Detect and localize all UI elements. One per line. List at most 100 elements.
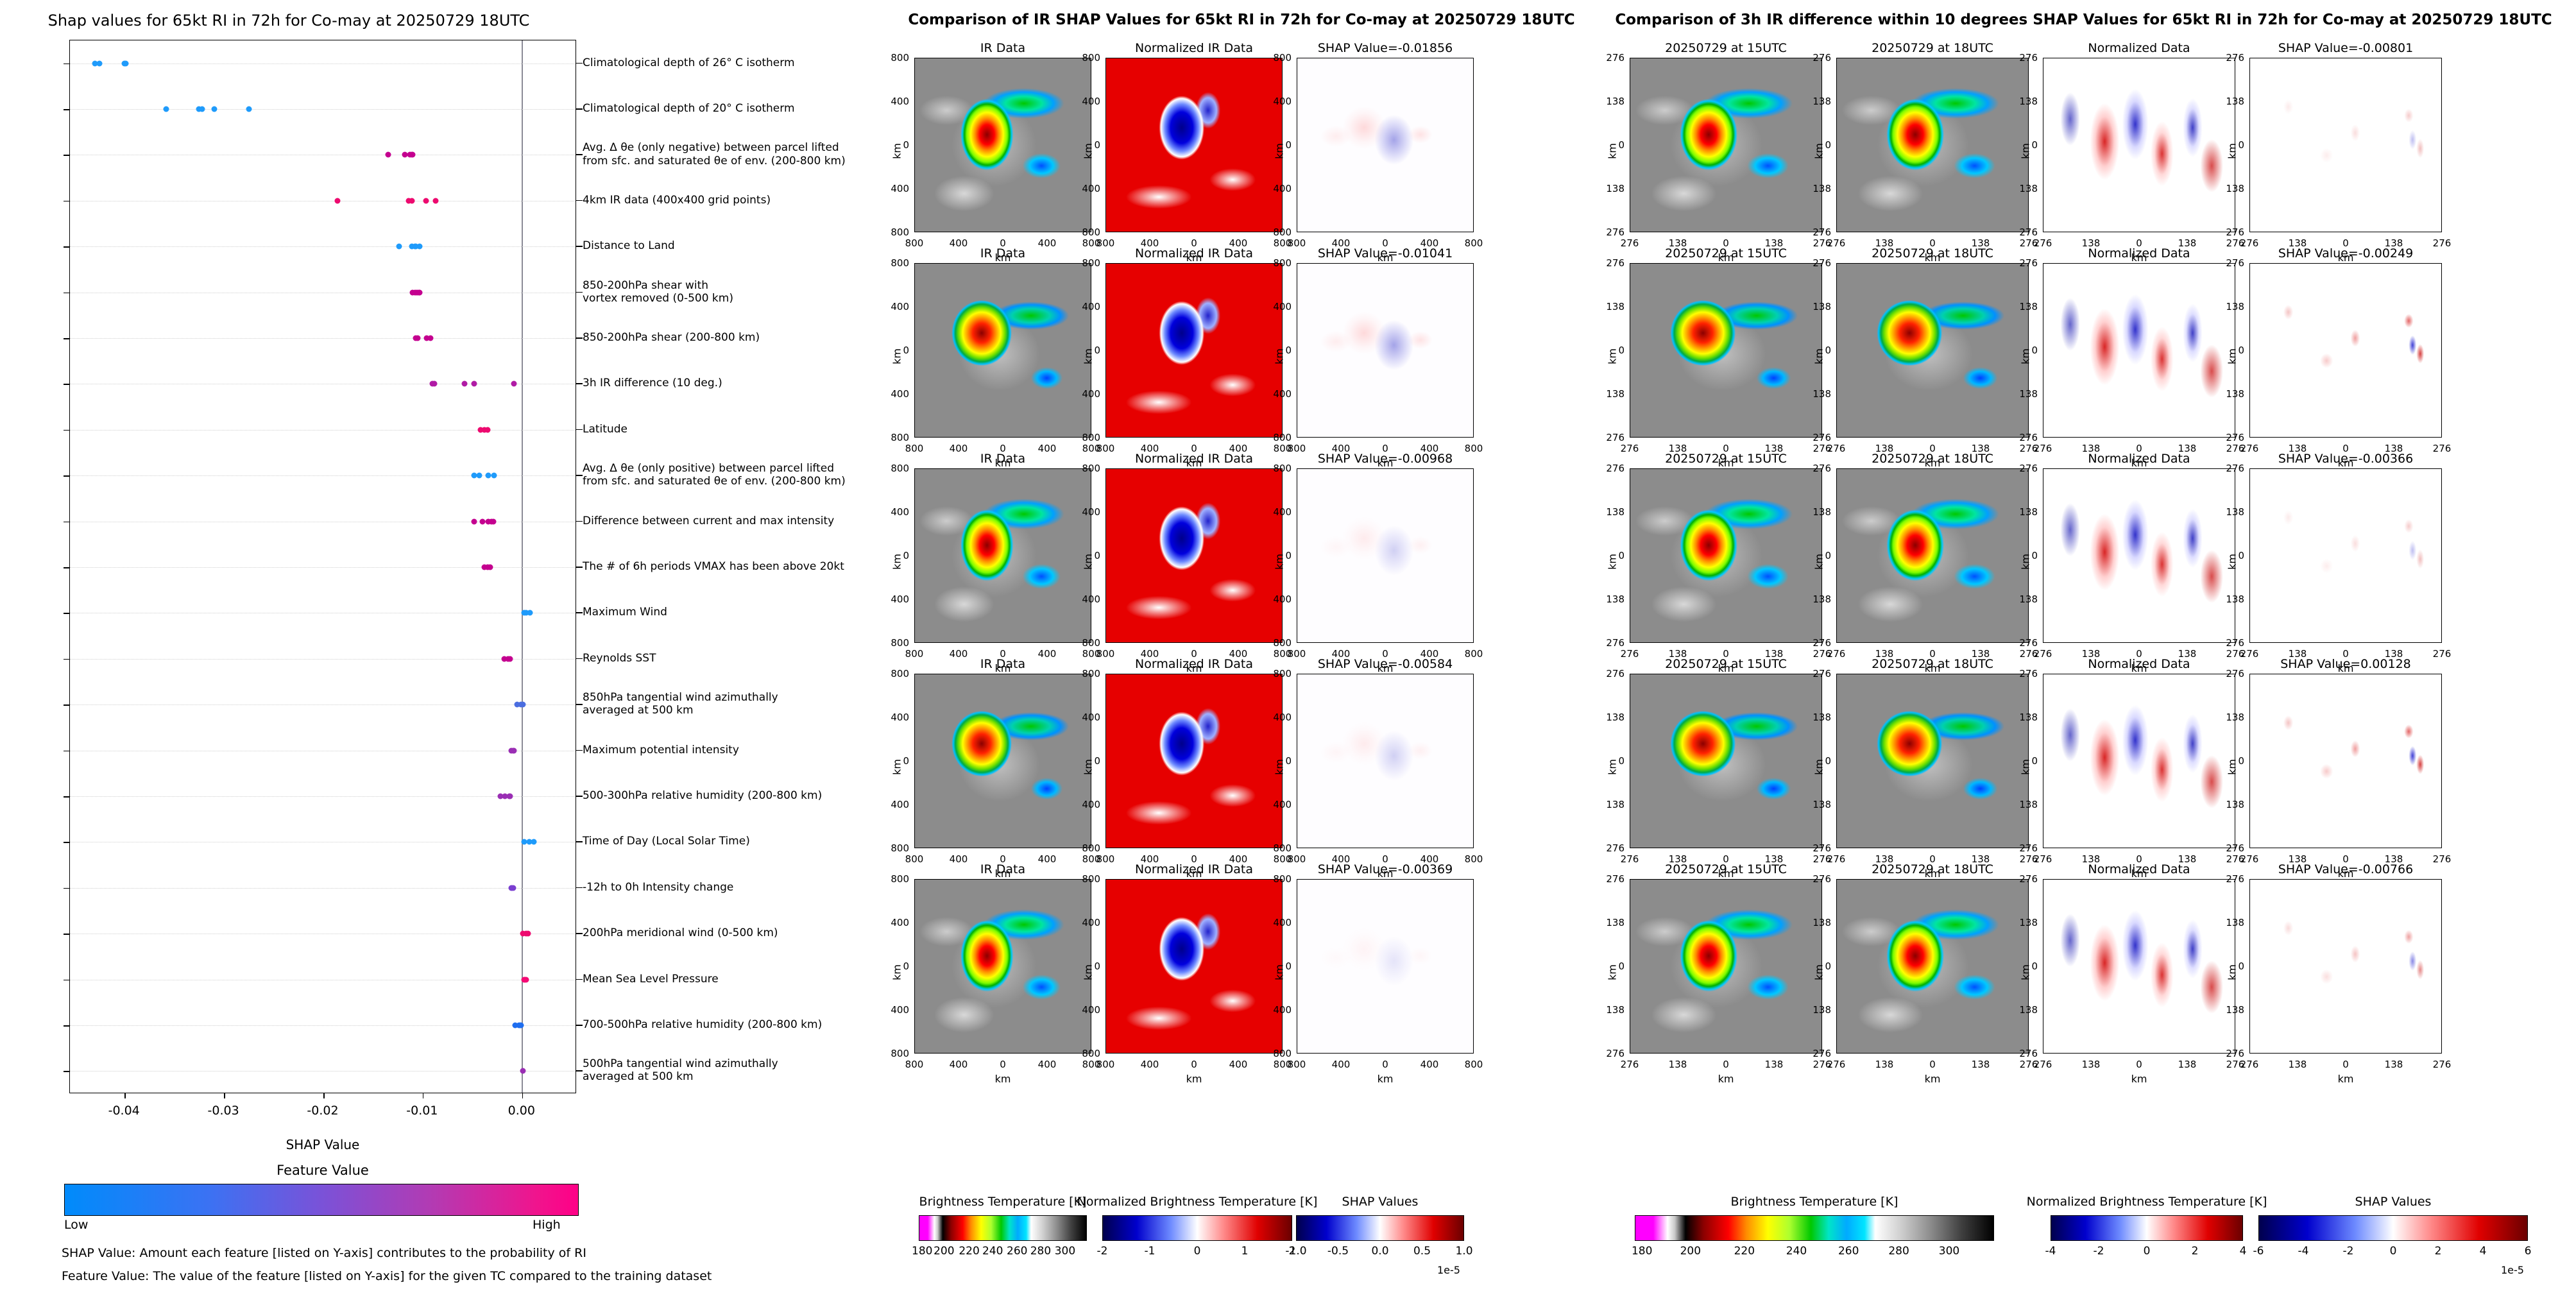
satellite-image-panel[interactable] — [1630, 263, 1822, 438]
y-axis-tick: 400 — [891, 301, 909, 312]
satellite-image-panel[interactable] — [1297, 58, 1474, 232]
colorbar — [1635, 1215, 1994, 1241]
satellite-image-panel[interactable] — [2043, 468, 2235, 643]
x-axis-tick: 800 — [1464, 648, 1483, 660]
y-axis-unit-label: km — [891, 348, 903, 364]
x-axis-tick: 0 — [2342, 443, 2349, 454]
y-axis-tick: 0 — [1285, 755, 1292, 767]
y-axis-tick: 800 — [1082, 873, 1100, 885]
y-axis-tick: 276 — [2019, 463, 2038, 474]
satellite-image-panel[interactable] — [2043, 263, 2235, 438]
satellite-image-panel[interactable] — [1630, 468, 1822, 643]
y-axis-tick: 138 — [1606, 593, 1625, 605]
x-axis-tick: 138 — [2081, 443, 2101, 454]
y-axis-tick: 400 — [1273, 301, 1292, 312]
shap-point — [471, 380, 477, 387]
shap-point — [525, 930, 531, 937]
y-axis-tick: 800 — [1273, 463, 1292, 474]
x-axis-tick: 400 — [1229, 1059, 1248, 1070]
satellite-image-panel[interactable] — [1630, 879, 1822, 1054]
y-axis-tick: 276 — [1606, 637, 1625, 649]
satellite-image-panel[interactable] — [1836, 263, 2029, 438]
satellite-image-panel[interactable] — [2249, 674, 2442, 848]
shap-point — [471, 472, 477, 479]
x-axis-tick: 400 — [949, 648, 968, 660]
satellite-image-panel[interactable] — [1105, 468, 1283, 643]
satellite-image-panel[interactable] — [1105, 674, 1283, 848]
shap-point — [246, 106, 252, 112]
feature-description: 850-200hPa shear with vortex removed (0-… — [583, 278, 733, 305]
satellite-image-panel[interactable] — [2249, 58, 2442, 232]
shap-point — [531, 839, 537, 845]
satellite-image-panel[interactable] — [2249, 263, 2442, 438]
shap-point — [520, 1068, 526, 1074]
shap-point — [476, 472, 482, 479]
y-axis-tick: 138 — [2019, 301, 2038, 312]
satellite-image-panel[interactable] — [914, 674, 1091, 848]
y-axis-tick: 400 — [891, 1004, 909, 1016]
x-axis-unit-label: km — [2337, 457, 2354, 469]
y-axis-tick: 138 — [2019, 506, 2038, 518]
satellite-image-panel[interactable] — [914, 263, 1091, 438]
satellite-image-panel[interactable] — [1836, 674, 2029, 848]
y-axis-tick: 138 — [1813, 593, 1831, 605]
satellite-image-panel[interactable] — [1297, 879, 1474, 1054]
y-axis-tick: 276 — [2226, 52, 2244, 64]
y-axis-tick: 800 — [1273, 257, 1292, 269]
satellite-image-panel[interactable] — [1105, 58, 1283, 232]
y-axis-unit-label: km — [891, 143, 903, 159]
x-axis-tick: 0 — [1723, 853, 1729, 865]
x-axis-tick: 800 — [905, 1059, 924, 1070]
y-axis-tick: 138 — [2019, 388, 2038, 400]
y-axis-tick: 400 — [1082, 1004, 1100, 1016]
x-axis-unit-label: km — [1186, 252, 1202, 264]
x-axis-tick: 400 — [1420, 1059, 1439, 1070]
satellite-image-panel[interactable] — [1836, 58, 2029, 232]
satellite-image-panel[interactable] — [1297, 674, 1474, 848]
shap-point — [510, 885, 516, 891]
y-axis-tick: 276 — [1813, 463, 1831, 474]
feature-value-colorbar — [64, 1184, 579, 1216]
satellite-image-panel[interactable] — [1630, 58, 1822, 232]
y-axis-tick: 800 — [1273, 637, 1292, 649]
y-axis-tick: 138 — [2019, 712, 2038, 723]
satellite-image-panel[interactable] — [1836, 879, 2029, 1054]
x-axis-tick: 138 — [2288, 1059, 2307, 1070]
y-axis-tick: 138 — [2226, 917, 2244, 928]
satellite-image-panel[interactable] — [2249, 879, 2442, 1054]
satellite-image-panel[interactable] — [2043, 58, 2235, 232]
x-axis-tick: 276 — [2226, 237, 2245, 249]
satellite-image-panel[interactable] — [1297, 468, 1474, 643]
gridline — [70, 1025, 576, 1026]
x-axis-tick: 138 — [2178, 1059, 2197, 1070]
colorbar-tick: -1.0 — [1285, 1245, 1307, 1258]
x-axis-tick: 276 — [2432, 648, 2452, 660]
colorbar-tick: -4 — [2298, 1245, 2309, 1258]
x-axis-tick: 138 — [1875, 443, 1894, 454]
feature-description: Climatological depth of 20° C isotherm — [583, 102, 795, 115]
colorbar-title: Brightness Temperature [K] — [1730, 1195, 1898, 1209]
gridline — [70, 109, 576, 110]
x-axis-tick: 276 — [2226, 1059, 2245, 1070]
y-axis-tick: 138 — [1813, 712, 1831, 723]
description-tick-mark — [576, 978, 583, 980]
y-tick-mark — [64, 155, 70, 157]
image-title: SHAP Value=-0.00249 — [2278, 246, 2414, 260]
satellite-image-panel[interactable] — [1105, 879, 1283, 1054]
satellite-image-panel[interactable] — [914, 879, 1091, 1054]
satellite-image-panel[interactable] — [914, 468, 1091, 643]
satellite-image-panel[interactable] — [2249, 468, 2442, 643]
y-axis-tick: 400 — [1082, 506, 1100, 518]
x-axis-tick: 276 — [2226, 853, 2245, 865]
satellite-image-panel[interactable] — [1105, 263, 1283, 438]
description-tick-mark — [576, 658, 583, 660]
satellite-image-panel[interactable] — [2043, 674, 2235, 848]
satellite-image-panel[interactable] — [2043, 879, 2235, 1054]
image-content — [1630, 264, 1821, 437]
satellite-image-panel[interactable] — [1630, 674, 1822, 848]
satellite-image-panel[interactable] — [1297, 263, 1474, 438]
y-axis-tick: 138 — [2226, 1004, 2244, 1016]
satellite-image-panel[interactable] — [1836, 468, 2029, 643]
satellite-image-panel[interactable] — [914, 58, 1091, 232]
y-axis-unit-label: km — [2019, 554, 2032, 570]
